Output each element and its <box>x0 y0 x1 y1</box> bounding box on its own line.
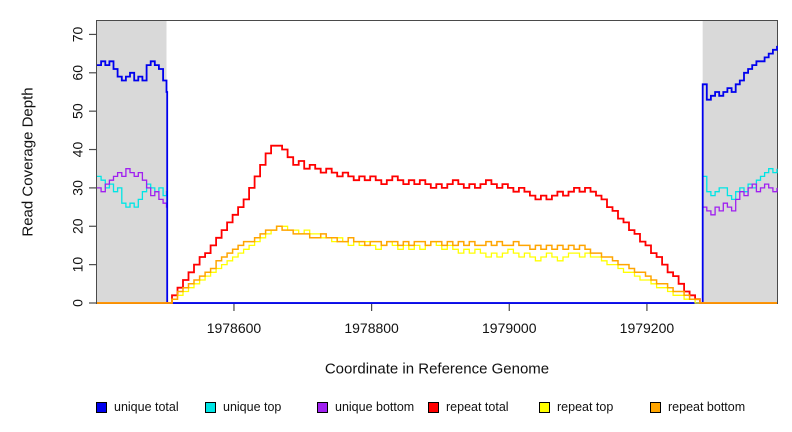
legend-item-unique-bottom: unique bottom <box>317 400 414 414</box>
y-axis-title: Read Coverage Depth <box>19 87 37 237</box>
repeat-top-swatch-icon <box>539 401 550 413</box>
unique-total-swatch-icon <box>96 401 107 413</box>
y-tick-label: 10 <box>70 257 86 273</box>
legend-label: unique top <box>223 400 282 414</box>
unique-top-swatch-icon <box>205 401 216 413</box>
legend-label: unique total <box>114 400 179 414</box>
y-tick-label: 0 <box>70 299 86 307</box>
repeat-bottom-swatch-icon <box>650 401 661 413</box>
line-repeat-total <box>97 144 777 304</box>
repeat-total-swatch-icon <box>428 401 439 413</box>
x-axis-title: Coordinate in Reference Genome <box>324 360 550 378</box>
legend-label: unique bottom <box>335 400 415 414</box>
y-tick-label: 50 <box>70 103 86 119</box>
x-tick-label: 1979200 <box>620 320 675 336</box>
legend-label: repeat top <box>557 400 614 414</box>
x-tick-label: 1979000 <box>482 320 537 336</box>
unique-bottom-swatch-icon <box>317 401 328 413</box>
legend-item-repeat-top: repeat top <box>539 400 613 414</box>
legend-item-unique-top: unique top <box>205 400 281 414</box>
y-tick-label: 40 <box>70 142 86 158</box>
legend-item-repeat-total: repeat total <box>428 400 509 414</box>
y-tick-label: 20 <box>70 218 86 234</box>
x-tick-label: 1978600 <box>207 320 262 336</box>
y-tick-label: 70 <box>70 26 86 42</box>
x-tick-label: 1978800 <box>344 320 399 336</box>
line-repeat-bottom <box>97 225 777 304</box>
legend-label: repeat total <box>446 400 509 414</box>
legend-item-unique-total: unique total <box>96 400 179 414</box>
line-unique-total <box>97 45 778 304</box>
shaded-region-0 <box>97 21 167 303</box>
y-tick-label: 60 <box>70 65 86 81</box>
shaded-region-1 <box>702 21 777 303</box>
y-tick-label: 30 <box>70 180 86 196</box>
legend-item-repeat-bottom: repeat bottom <box>650 400 745 414</box>
plot-box <box>96 20 778 304</box>
legend-label: repeat bottom <box>668 400 746 414</box>
